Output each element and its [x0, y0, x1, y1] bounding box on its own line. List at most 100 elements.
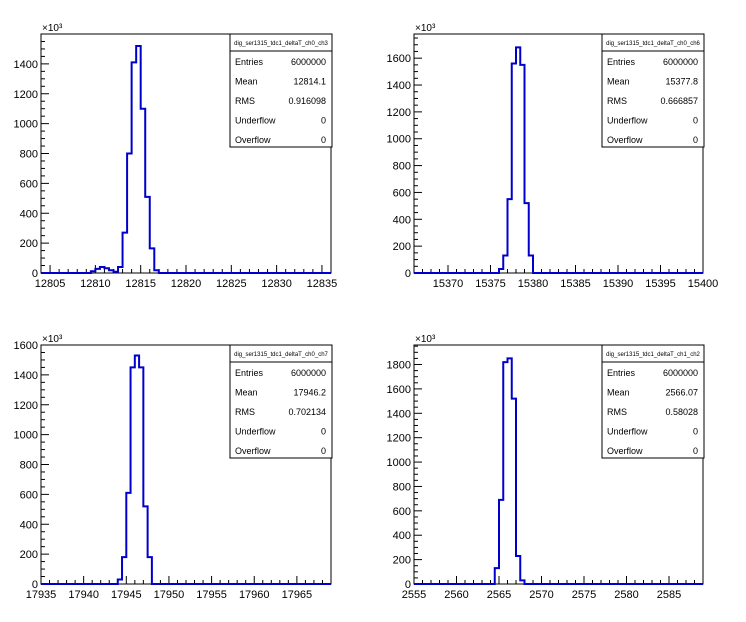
histogram-line [414, 357, 703, 585]
stats-label-entries: Entries [607, 368, 636, 378]
histogram-pad-1: 12805 12810 12815 12820 12825 12830 12835 0 200 4… [14, 23, 338, 290]
x-tick-label: 12815 [125, 278, 156, 290]
stats-box-frame [229, 344, 333, 459]
x-tick-label: 12830 [261, 278, 292, 290]
y-tick-label: 0 [32, 579, 38, 591]
y-tick-label: 400 [20, 208, 38, 220]
stats-label-mean: Mean [607, 77, 630, 87]
stats-label-underflow: Underflow [607, 116, 648, 126]
x-tick-label: 17960 [239, 589, 270, 601]
x-tick-label: 2585 [657, 589, 681, 601]
x-tick-label: 12805 [35, 278, 66, 290]
y-tick-label: 400 [393, 214, 411, 226]
stats-label-entries: Entries [235, 368, 264, 378]
histogram-line [414, 46, 703, 274]
stats-label-mean: Mean [235, 388, 258, 398]
y-tick-label: 200 [393, 241, 411, 253]
x-tick-label: 17950 [154, 589, 185, 601]
histogram-name: dig_ser1315_tdc1_deltaT_ch1_ch2 [606, 352, 700, 358]
stats-label-rms: RMS [235, 407, 255, 417]
y-tick-label: 1200 [14, 400, 38, 412]
y-tick-label: 800 [393, 481, 411, 493]
y-tick-label: 0 [32, 268, 38, 280]
x-tick-label: 12825 [216, 278, 247, 290]
x-tick-label: 15380 [518, 278, 549, 290]
y-tick-label: 1200 [14, 89, 38, 101]
stats-value-rms: 0.916098 [288, 96, 326, 106]
y-tick-label: 600 [20, 178, 38, 190]
y-tick-label: 200 [20, 238, 38, 250]
histogram-name: dig_ser1315_tdc1_deltaT_ch0_ch6 [606, 41, 700, 47]
histogram-pad-4: 2555 2560 2565 2570 2575 2580 2585 0 200 400 600 80… [387, 334, 705, 601]
stats-value-mean: 17946.2 [293, 388, 326, 398]
x-tick-label: 17945 [111, 589, 142, 601]
histogram-bin [516, 47, 520, 273]
stats-label-mean: Mean [235, 77, 258, 87]
stats-label-rms: RMS [607, 96, 627, 106]
stats-label-underflow: Underflow [235, 116, 276, 126]
stats-box-frame [229, 33, 333, 148]
stats-value-entries: 6000000 [663, 368, 698, 378]
x-tick-label: 2560 [444, 589, 468, 601]
stats-box: dig_ser1315_tdc1_deltaT_ch0_ch7 Entries 60… [229, 344, 333, 459]
y-tick-label: 800 [20, 149, 38, 161]
stats-box: dig_ser1315_tdc1_deltaT_ch0_ch6 Entries 60… [601, 33, 705, 148]
y-tick-label: 1000 [387, 134, 411, 146]
x-tick-label: 15395 [645, 278, 676, 290]
stats-value-mean: 12814.1 [293, 77, 326, 87]
stats-value-underflow: 0 [693, 116, 698, 126]
histogram-name: dig_ser1315_tdc1_deltaT_ch0_ch3 [234, 41, 328, 47]
x-tick-label: 17955 [196, 589, 227, 601]
y-exponent-label: ×10³ [415, 23, 436, 34]
stats-label-rms: RMS [607, 407, 627, 417]
histogram-name: dig_ser1315_tdc1_deltaT_ch0_ch7 [234, 352, 328, 358]
histogram-pad-2: 15370 15375 15380 15385 15390 15395 15400 0 200 4… [387, 23, 719, 290]
x-tick-label: 12810 [80, 278, 111, 290]
stats-label-rms: RMS [235, 96, 255, 106]
y-exponent-label: ×10³ [415, 334, 436, 345]
stats-label-overflow: Overflow [235, 135, 271, 145]
x-tick-label: 15390 [603, 278, 634, 290]
x-tick-label: 2580 [614, 589, 638, 601]
x-tick-label: 12820 [171, 278, 202, 290]
x-tick-label: 12835 [307, 278, 338, 290]
stats-value-rms: 0.702134 [288, 407, 326, 417]
x-tick-label: 15385 [560, 278, 591, 290]
y-tick-label: 600 [393, 506, 411, 518]
y-tick-label: 200 [393, 555, 411, 567]
x-tick-label: 2565 [487, 589, 511, 601]
stats-box: dig_ser1315_tdc1_deltaT_ch0_ch3 Entries 60… [229, 33, 333, 148]
stats-label-overflow: Overflow [607, 135, 643, 145]
y-tick-label: 1000 [14, 430, 38, 442]
stats-label-overflow: Overflow [607, 446, 643, 456]
stats-value-entries: 6000000 [663, 57, 698, 67]
y-tick-label: 1400 [14, 370, 38, 382]
stats-value-entries: 6000000 [291, 57, 326, 67]
stats-value-underflow: 0 [321, 427, 326, 437]
histogram-line [41, 44, 331, 274]
stats-label-underflow: Underflow [607, 427, 648, 437]
y-tick-label: 1400 [387, 80, 411, 92]
y-tick-label: 0 [405, 268, 411, 280]
stats-value-overflow: 0 [693, 446, 698, 456]
stats-box-frame [601, 33, 705, 148]
x-tick-label: 15400 [688, 278, 719, 290]
histogram-bin [135, 355, 139, 584]
stats-value-underflow: 0 [321, 116, 326, 126]
y-tick-label: 1200 [387, 107, 411, 119]
stats-label-entries: Entries [235, 57, 264, 67]
y-tick-label: 1600 [387, 53, 411, 65]
x-tick-label: 2575 [572, 589, 596, 601]
y-tick-label: 600 [20, 489, 38, 501]
x-tick-label: 15375 [475, 278, 506, 290]
stats-label-mean: Mean [607, 388, 630, 398]
y-tick-label: 1600 [387, 384, 411, 396]
stats-value-overflow: 0 [321, 135, 326, 145]
stats-label-overflow: Overflow [235, 446, 271, 456]
y-tick-label: 1800 [387, 360, 411, 372]
x-tick-label: 17965 [282, 589, 313, 601]
y-tick-label: 1000 [14, 119, 38, 131]
x-tick-label: 17940 [68, 589, 99, 601]
y-tick-label: 1400 [387, 408, 411, 420]
